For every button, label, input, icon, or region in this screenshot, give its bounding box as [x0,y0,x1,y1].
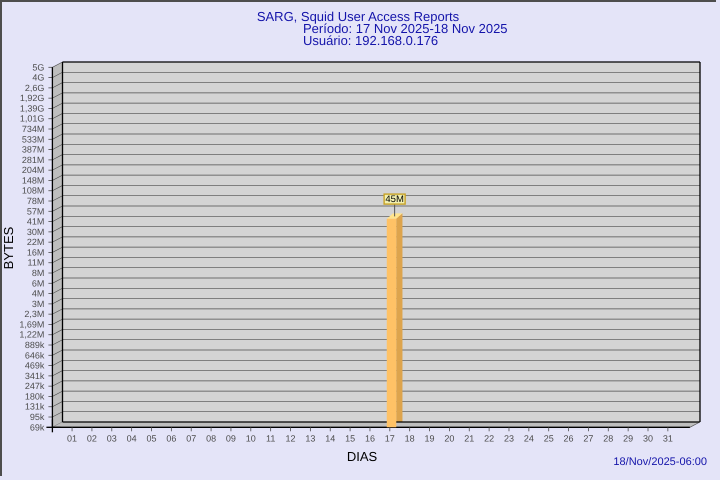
svg-text:05: 05 [146,433,156,443]
svg-text:889k: 889k [25,340,45,350]
svg-text:5G: 5G [32,62,44,72]
svg-text:DIAS: DIAS [347,449,378,464]
svg-text:108M: 108M [22,186,45,196]
svg-text:131k: 131k [25,402,45,412]
svg-text:8M: 8M [32,268,45,278]
svg-text:204M: 204M [22,165,45,175]
svg-text:78M: 78M [27,196,45,206]
svg-text:08: 08 [206,433,216,443]
svg-text:6M: 6M [32,278,45,288]
svg-text:04: 04 [127,433,137,443]
svg-text:BYTES: BYTES [2,226,16,269]
svg-text:57M: 57M [27,206,45,216]
svg-text:22: 22 [484,433,494,443]
svg-text:3M: 3M [32,299,45,309]
svg-text:12: 12 [286,433,296,443]
svg-text:02: 02 [87,433,97,443]
svg-text:469k: 469k [25,361,45,371]
svg-text:1,22M: 1,22M [19,330,44,340]
svg-text:30: 30 [643,433,653,443]
svg-text:26: 26 [564,433,574,443]
svg-text:18: 18 [405,433,415,443]
svg-text:281M: 281M [22,155,45,165]
svg-text:30M: 30M [27,227,45,237]
svg-text:03: 03 [107,433,117,443]
svg-text:31: 31 [663,433,673,443]
svg-text:11M: 11M [28,258,45,268]
svg-text:18/Nov/2025-06:00: 18/Nov/2025-06:00 [613,456,707,468]
svg-text:14: 14 [325,433,335,443]
svg-text:387M: 387M [22,145,45,155]
svg-text:4M: 4M [32,289,45,299]
svg-text:09: 09 [226,433,236,443]
svg-text:1,69M: 1,69M [19,319,44,329]
svg-text:25: 25 [544,433,554,443]
svg-text:4G: 4G [32,73,44,83]
svg-text:23: 23 [504,433,514,443]
svg-text:15: 15 [345,433,355,443]
svg-text:13: 13 [305,433,315,443]
svg-text:533M: 533M [22,134,45,144]
svg-text:1,92G: 1,92G [20,93,45,103]
svg-text:95k: 95k [30,412,45,422]
svg-text:10: 10 [246,433,256,443]
svg-text:28: 28 [603,433,613,443]
svg-text:1,39G: 1,39G [20,103,45,113]
svg-text:29: 29 [623,433,633,443]
svg-text:45M: 45M [385,194,404,205]
svg-text:734M: 734M [22,124,45,134]
svg-text:22M: 22M [27,237,45,247]
svg-text:24: 24 [524,433,534,443]
svg-text:69k: 69k [30,422,45,432]
svg-text:Usuário: 192.168.0.176: Usuário: 192.168.0.176 [303,33,438,48]
svg-text:2,6G: 2,6G [25,83,45,93]
svg-text:16M: 16M [27,247,45,257]
svg-text:17: 17 [385,433,395,443]
svg-text:20: 20 [444,433,454,443]
svg-text:1,01G: 1,01G [20,114,45,124]
svg-text:247k: 247k [25,381,45,391]
svg-text:19: 19 [425,433,435,443]
svg-text:06: 06 [166,433,176,443]
svg-text:41M: 41M [27,217,45,227]
svg-text:07: 07 [186,433,196,443]
svg-text:27: 27 [583,433,593,443]
svg-text:21: 21 [464,433,474,443]
svg-text:16: 16 [365,433,375,443]
svg-text:646k: 646k [25,350,45,360]
svg-text:148M: 148M [22,175,45,185]
svg-text:2,3M: 2,3M [24,309,44,319]
svg-text:11: 11 [266,433,275,443]
svg-text:341k: 341k [25,371,45,381]
svg-text:01: 01 [67,433,77,443]
svg-text:180k: 180k [25,391,45,401]
